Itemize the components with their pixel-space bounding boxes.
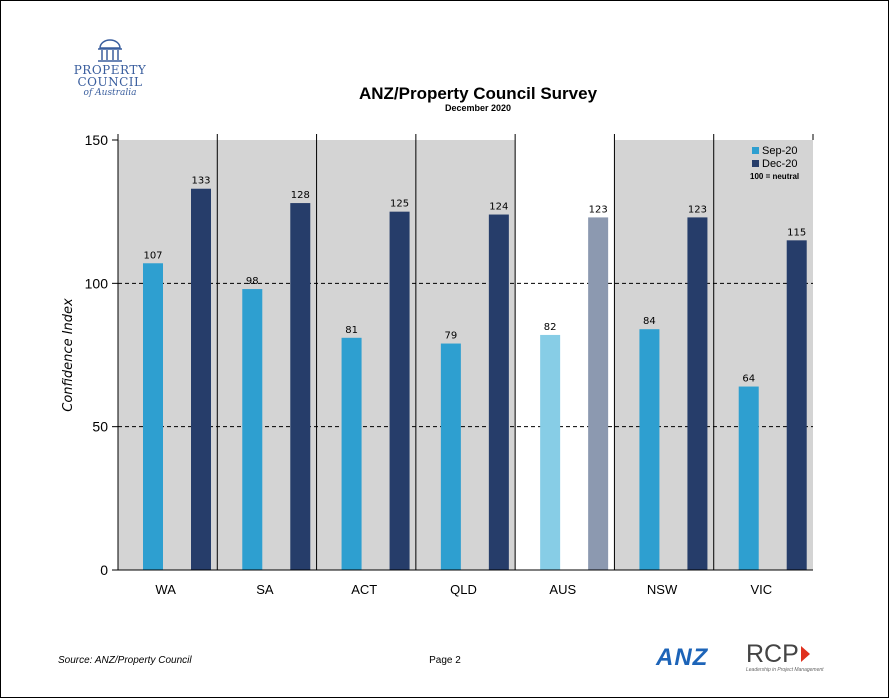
property-council-logo: PROPERTY COUNCIL of Australia [60, 38, 160, 99]
bar-qld-sep-20 [440, 343, 461, 570]
source-note: Source: ANZ/Property Council [58, 655, 192, 666]
rcp-arrow-icon [800, 646, 810, 662]
bar-sa-sep-20 [242, 289, 263, 570]
bar-wa-dec-20 [191, 188, 211, 570]
anz-logo: ANZ [656, 644, 708, 672]
chart-title: ANZ/Property Council Survey [358, 84, 598, 103]
x-tick-label-nsw: NSW [647, 582, 678, 597]
building-icon [98, 39, 122, 62]
data-label-wa-sep-20: 107 [143, 250, 162, 261]
bar-qld-dec-20 [488, 214, 509, 571]
y-tick-label: 100 [85, 275, 109, 291]
data-label-aus-dec-20: 123 [589, 204, 608, 215]
data-label-act-sep-20: 81 [345, 325, 358, 336]
y-tick-label: 150 [85, 132, 109, 148]
legend-label-dec-20: Dec-20 [762, 158, 797, 170]
x-tick-label-act: ACT [351, 582, 377, 597]
x-tick-label-qld: QLD [450, 582, 477, 597]
chart-subtitle: December 2020 [444, 103, 512, 113]
logo-line-1: PROPERTY [73, 63, 147, 77]
bar-chart: 107 133 WA 98 128 SA 81 125 ACT 79 124 QLD 82 123 AUS 8… [61, 132, 814, 597]
data-label-sa-sep-20: 98 [246, 276, 259, 287]
data-label-sa-dec-20: 128 [291, 190, 310, 201]
rcp-logo-text: RCP [746, 640, 799, 668]
data-label-aus-sep-20: 82 [544, 322, 557, 333]
logo-line-3: of Australia [83, 88, 137, 98]
bar-sa-dec-20 [290, 203, 311, 571]
bar-aus-dec-20 [588, 217, 609, 570]
bar-act-sep-20 [341, 337, 362, 570]
y-tick-label: 50 [92, 419, 108, 435]
bar-nsw-dec-20 [687, 217, 708, 570]
x-tick-label-aus: AUS [549, 582, 576, 597]
data-label-wa-dec-20: 133 [191, 176, 210, 187]
y-tick-label: 0 [100, 562, 108, 578]
data-label-nsw-dec-20: 123 [688, 204, 707, 215]
data-label-vic-dec-20: 115 [787, 227, 806, 238]
legend-swatch-dec-20 [752, 160, 759, 167]
bar-wa-sep-20 [143, 263, 163, 570]
anz-logo-text: ANZ [656, 644, 709, 671]
bar-vic-dec-20 [786, 240, 807, 571]
bar-aus-sep-20 [540, 334, 561, 570]
legend-swatch-sep-20 [752, 147, 759, 154]
data-label-act-dec-20: 125 [390, 199, 409, 210]
data-label-qld-sep-20: 79 [444, 331, 457, 342]
x-tick-label-vic: VIC [751, 582, 773, 597]
rcp-logo: RCP [746, 640, 813, 669]
logo-line-2: COUNCIL [77, 75, 143, 89]
bar-act-dec-20 [389, 211, 410, 570]
legend-note: 100 = neutral [750, 172, 799, 181]
data-label-vic-sep-20: 64 [742, 374, 755, 385]
x-tick-label-wa: WA [155, 582, 176, 597]
bar-nsw-sep-20 [639, 329, 660, 570]
bar-vic-sep-20 [738, 386, 759, 570]
data-label-qld-dec-20: 124 [489, 202, 508, 213]
legend-label-sep-20: Sep-20 [762, 145, 797, 157]
rcp-tagline: Leadership in Project Management [746, 667, 824, 673]
data-label-nsw-sep-20: 84 [643, 316, 656, 327]
x-tick-label-sa: SA [256, 582, 274, 597]
page-number: Page 2 [429, 655, 461, 666]
y-axis-label: Confidence Index [61, 298, 76, 412]
